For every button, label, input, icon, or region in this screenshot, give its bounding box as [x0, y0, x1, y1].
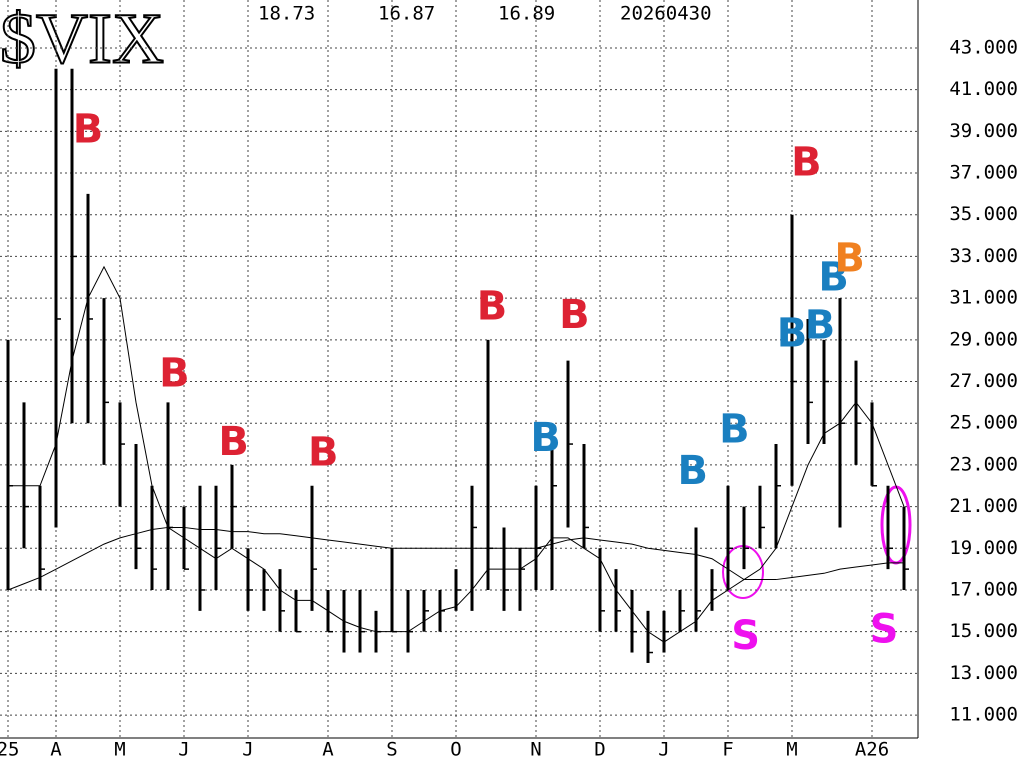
x-tick-label: A [322, 739, 334, 761]
x-tick-label: S [386, 739, 397, 761]
x-tick-label: O [450, 739, 461, 761]
signal-label: S [870, 607, 899, 653]
y-tick-label: 17.000 [949, 578, 1018, 600]
signal-label: B [805, 302, 836, 348]
y-tick-label: 37.000 [949, 162, 1018, 184]
signal-label: B [777, 311, 808, 357]
y-tick-label: 31.000 [949, 287, 1018, 309]
y-tick-label: 29.000 [949, 328, 1018, 350]
signal-label: B [818, 254, 849, 300]
y-tick-label: 43.000 [949, 36, 1018, 58]
signal-label: B [477, 284, 508, 330]
x-tick-label: M [786, 739, 797, 761]
x-tick-label: J [242, 739, 253, 761]
y-tick-label: 35.000 [949, 203, 1018, 225]
header-value: 16.89 [498, 3, 555, 25]
signal-label: B [791, 140, 822, 186]
y-tick-label: 13.000 [949, 662, 1018, 684]
x-tick-label: A [50, 739, 62, 761]
signal-label: B [73, 106, 104, 152]
x-tick-label: A26 [855, 739, 889, 761]
x-tick-label: N [530, 739, 541, 761]
y-tick-label: 19.000 [949, 537, 1018, 559]
y-tick-label: 25.000 [949, 412, 1018, 434]
signal-label: S [731, 613, 760, 659]
signal-label: B [834, 236, 865, 282]
signal-label: B [308, 429, 339, 475]
y-tick-label: 21.000 [949, 495, 1018, 517]
header-value: 20260430 [620, 3, 712, 25]
x-tick-label: M [114, 739, 125, 761]
header-value: 16.87 [378, 3, 435, 25]
y-tick-label: 27.000 [949, 370, 1018, 392]
x-tick-label: F [722, 739, 733, 761]
signal-label: B [559, 292, 590, 338]
moving-average [7, 526, 904, 591]
signal-label: B [719, 407, 750, 453]
y-tick-label: 23.000 [949, 453, 1018, 475]
signal-label: B [218, 419, 249, 465]
signal-label: B [530, 415, 561, 461]
signal-label: B [678, 448, 709, 494]
x-tick-label: 25 [0, 739, 19, 761]
x-tick-label: J [178, 739, 189, 761]
x-tick-label: J [658, 739, 669, 761]
signal-label: B [159, 350, 190, 396]
y-tick-label: 33.000 [949, 245, 1018, 267]
x-tick-label: D [594, 739, 605, 761]
chart-title: $VIX [0, 0, 164, 79]
y-tick-label: 11.000 [949, 704, 1018, 726]
y-tick-label: 39.000 [949, 120, 1018, 142]
highlight-ellipse [880, 485, 912, 565]
moving-average [8, 265, 905, 643]
y-tick-label: 15.000 [949, 620, 1018, 642]
y-tick-label: 41.000 [949, 78, 1018, 100]
header-value: 18.73 [258, 3, 315, 25]
